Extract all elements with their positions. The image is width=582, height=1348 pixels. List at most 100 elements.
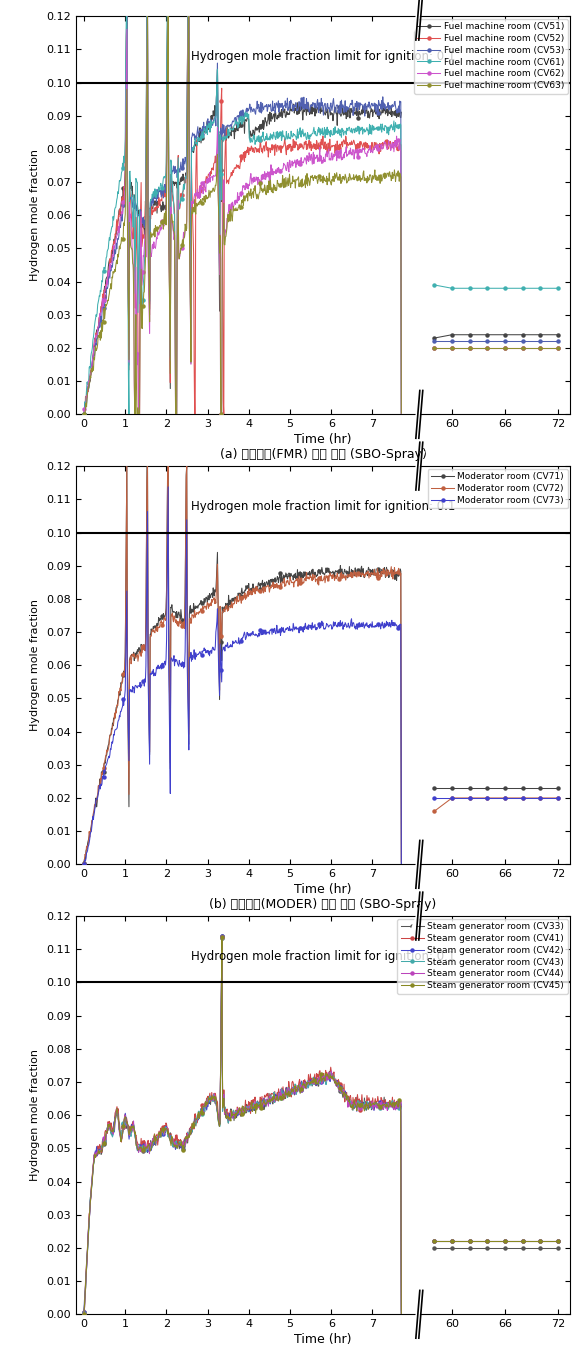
Steam generator room (CV44) [398,1306,405,1322]
Moderator room (CV73) [137,674,144,690]
Moderator room (CV72) [225,603,232,619]
Fuel machine room (CV51) [137,209,144,225]
Fuel machine room (CV63) [162,217,169,233]
Fuel machine room (CV63) [137,315,144,332]
Line: Fuel machine room (CV52): Fuel machine room (CV52) [83,15,403,417]
Steam generator room (CV42) [232,1107,239,1123]
Fuel machine room (CV53) [123,8,130,24]
Steam generator room (CV45) [391,1100,398,1116]
Text: Hydrogen mole fraction limit for ignition: 0.1: Hydrogen mole fraction limit for ignitio… [191,500,455,514]
Legend: Fuel machine room (CV51), Fuel machine room (CV52), Fuel machine room (CV53), Fu: Fuel machine room (CV51), Fuel machine r… [414,19,567,93]
Fuel machine room (CV53) [320,106,327,123]
Steam generator room (CV45) [253,1096,260,1112]
Fuel machine room (CV62) [398,406,405,422]
Fuel machine room (CV63) [398,406,405,422]
Steam generator room (CV42) [234,1107,241,1123]
Fuel machine room (CV53) [398,406,405,422]
Fuel machine room (CV51) [80,406,87,422]
Moderator room (CV71) [123,458,130,474]
Fuel machine room (CV63) [293,171,300,187]
Moderator room (CV71) [320,565,327,581]
Moderator room (CV71) [80,856,87,872]
Line: Steam generator room (CV43): Steam generator room (CV43) [83,937,403,1314]
Steam generator room (CV33) [341,1093,348,1109]
Line: Steam generator room (CV33): Steam generator room (CV33) [83,934,403,1316]
Moderator room (CV73) [80,856,87,872]
Fuel machine room (CV52) [320,137,327,154]
Legend: Steam generator room (CV33), Steam generator room (CV41), Steam generator room (: Steam generator room (CV33), Steam gener… [398,919,567,993]
Steam generator room (CV44) [270,1091,277,1107]
Moderator room (CV73) [162,656,169,673]
Moderator room (CV72) [293,570,300,586]
Text: Hydrogen mole fraction limit for ignition: 0.1: Hydrogen mole fraction limit for ignitio… [191,50,455,63]
Moderator room (CV71) [225,603,232,619]
Moderator room (CV71) [137,646,144,662]
Moderator room (CV72) [123,458,130,474]
Fuel machine room (CV53) [293,98,300,115]
Line: Moderator room (CV71): Moderator room (CV71) [83,465,403,865]
Legend: Moderator room (CV71), Moderator room (CV72), Moderator room (CV73): Moderator room (CV71), Moderator room (C… [428,469,567,508]
Fuel machine room (CV61) [126,406,133,422]
Fuel machine room (CV61) [123,8,130,24]
Fuel machine room (CV53) [268,104,275,120]
Moderator room (CV71) [293,569,300,585]
Fuel machine room (CV53) [80,406,87,422]
X-axis label: Time (hr): Time (hr) [294,434,352,446]
Steam generator room (CV42) [80,1304,87,1320]
Fuel machine room (CV52) [80,406,87,422]
Moderator room (CV73) [293,619,300,635]
Fuel machine room (CV52) [268,142,275,158]
Steam generator room (CV33) [253,1099,260,1115]
Steam generator room (CV45) [270,1091,277,1107]
Fuel machine room (CV62) [132,406,139,422]
Fuel machine room (CV52) [123,8,130,24]
Line: Moderator room (CV73): Moderator room (CV73) [83,485,403,865]
Steam generator room (CV41) [234,1099,241,1115]
Fuel machine room (CV52) [293,136,300,152]
Steam generator room (CV33) [391,1099,398,1115]
Fuel machine room (CV51) [293,100,300,116]
Steam generator room (CV45) [232,1111,239,1127]
Fuel machine room (CV51) [268,105,275,121]
Y-axis label: Hydrogen mole fraction: Hydrogen mole fraction [30,150,41,282]
Moderator room (CV72) [80,856,87,872]
Fuel machine room (CV62) [225,204,232,220]
Line: Steam generator room (CV44): Steam generator room (CV44) [83,936,403,1316]
Fuel machine room (CV61) [225,127,232,143]
Fuel machine room (CV51) [320,101,327,117]
Steam generator room (CV43) [270,1089,277,1105]
Fuel machine room (CV62) [80,402,87,418]
Fuel machine room (CV53) [162,179,169,195]
Line: Fuel machine room (CV61): Fuel machine room (CV61) [83,15,403,417]
Fuel machine room (CV62) [144,8,151,24]
Steam generator room (CV42) [253,1096,260,1112]
Steam generator room (CV33) [270,1093,277,1109]
Line: Fuel machine room (CV62): Fuel machine room (CV62) [83,15,403,417]
Line: Steam generator room (CV41): Steam generator room (CV41) [83,937,403,1314]
Steam generator room (CV45) [218,929,225,945]
Line: Steam generator room (CV45): Steam generator room (CV45) [83,936,403,1316]
Steam generator room (CV41) [341,1093,348,1109]
Fuel machine room (CV52) [137,202,144,218]
Fuel machine room (CV53) [225,117,232,133]
Steam generator room (CV44) [218,929,225,945]
Moderator room (CV72) [398,853,405,869]
Text: (b) 격납건물(MODER) 수소 농도 (SBO-Spray): (b) 격납건물(MODER) 수소 농도 (SBO-Spray) [210,898,436,911]
Moderator room (CV71) [398,856,405,872]
Line: Fuel machine room (CV51): Fuel machine room (CV51) [83,15,403,415]
Moderator room (CV72) [162,611,169,627]
Fuel machine room (CV62) [137,233,144,249]
Y-axis label: Hydrogen mole fraction: Hydrogen mole fraction [30,1049,41,1181]
X-axis label: Time (hr): Time (hr) [294,1333,352,1347]
Steam generator room (CV41) [270,1085,277,1101]
Steam generator room (CV44) [341,1084,348,1100]
Steam generator room (CV43) [391,1100,398,1116]
Fuel machine room (CV51) [162,202,169,218]
Steam generator room (CV42) [218,927,225,944]
Steam generator room (CV41) [398,1302,405,1318]
Fuel machine room (CV52) [225,173,232,189]
Fuel machine room (CV51) [225,128,232,144]
Steam generator room (CV41) [253,1097,260,1113]
Fuel machine room (CV63) [268,183,275,200]
Line: Fuel machine room (CV63): Fuel machine room (CV63) [83,15,403,417]
